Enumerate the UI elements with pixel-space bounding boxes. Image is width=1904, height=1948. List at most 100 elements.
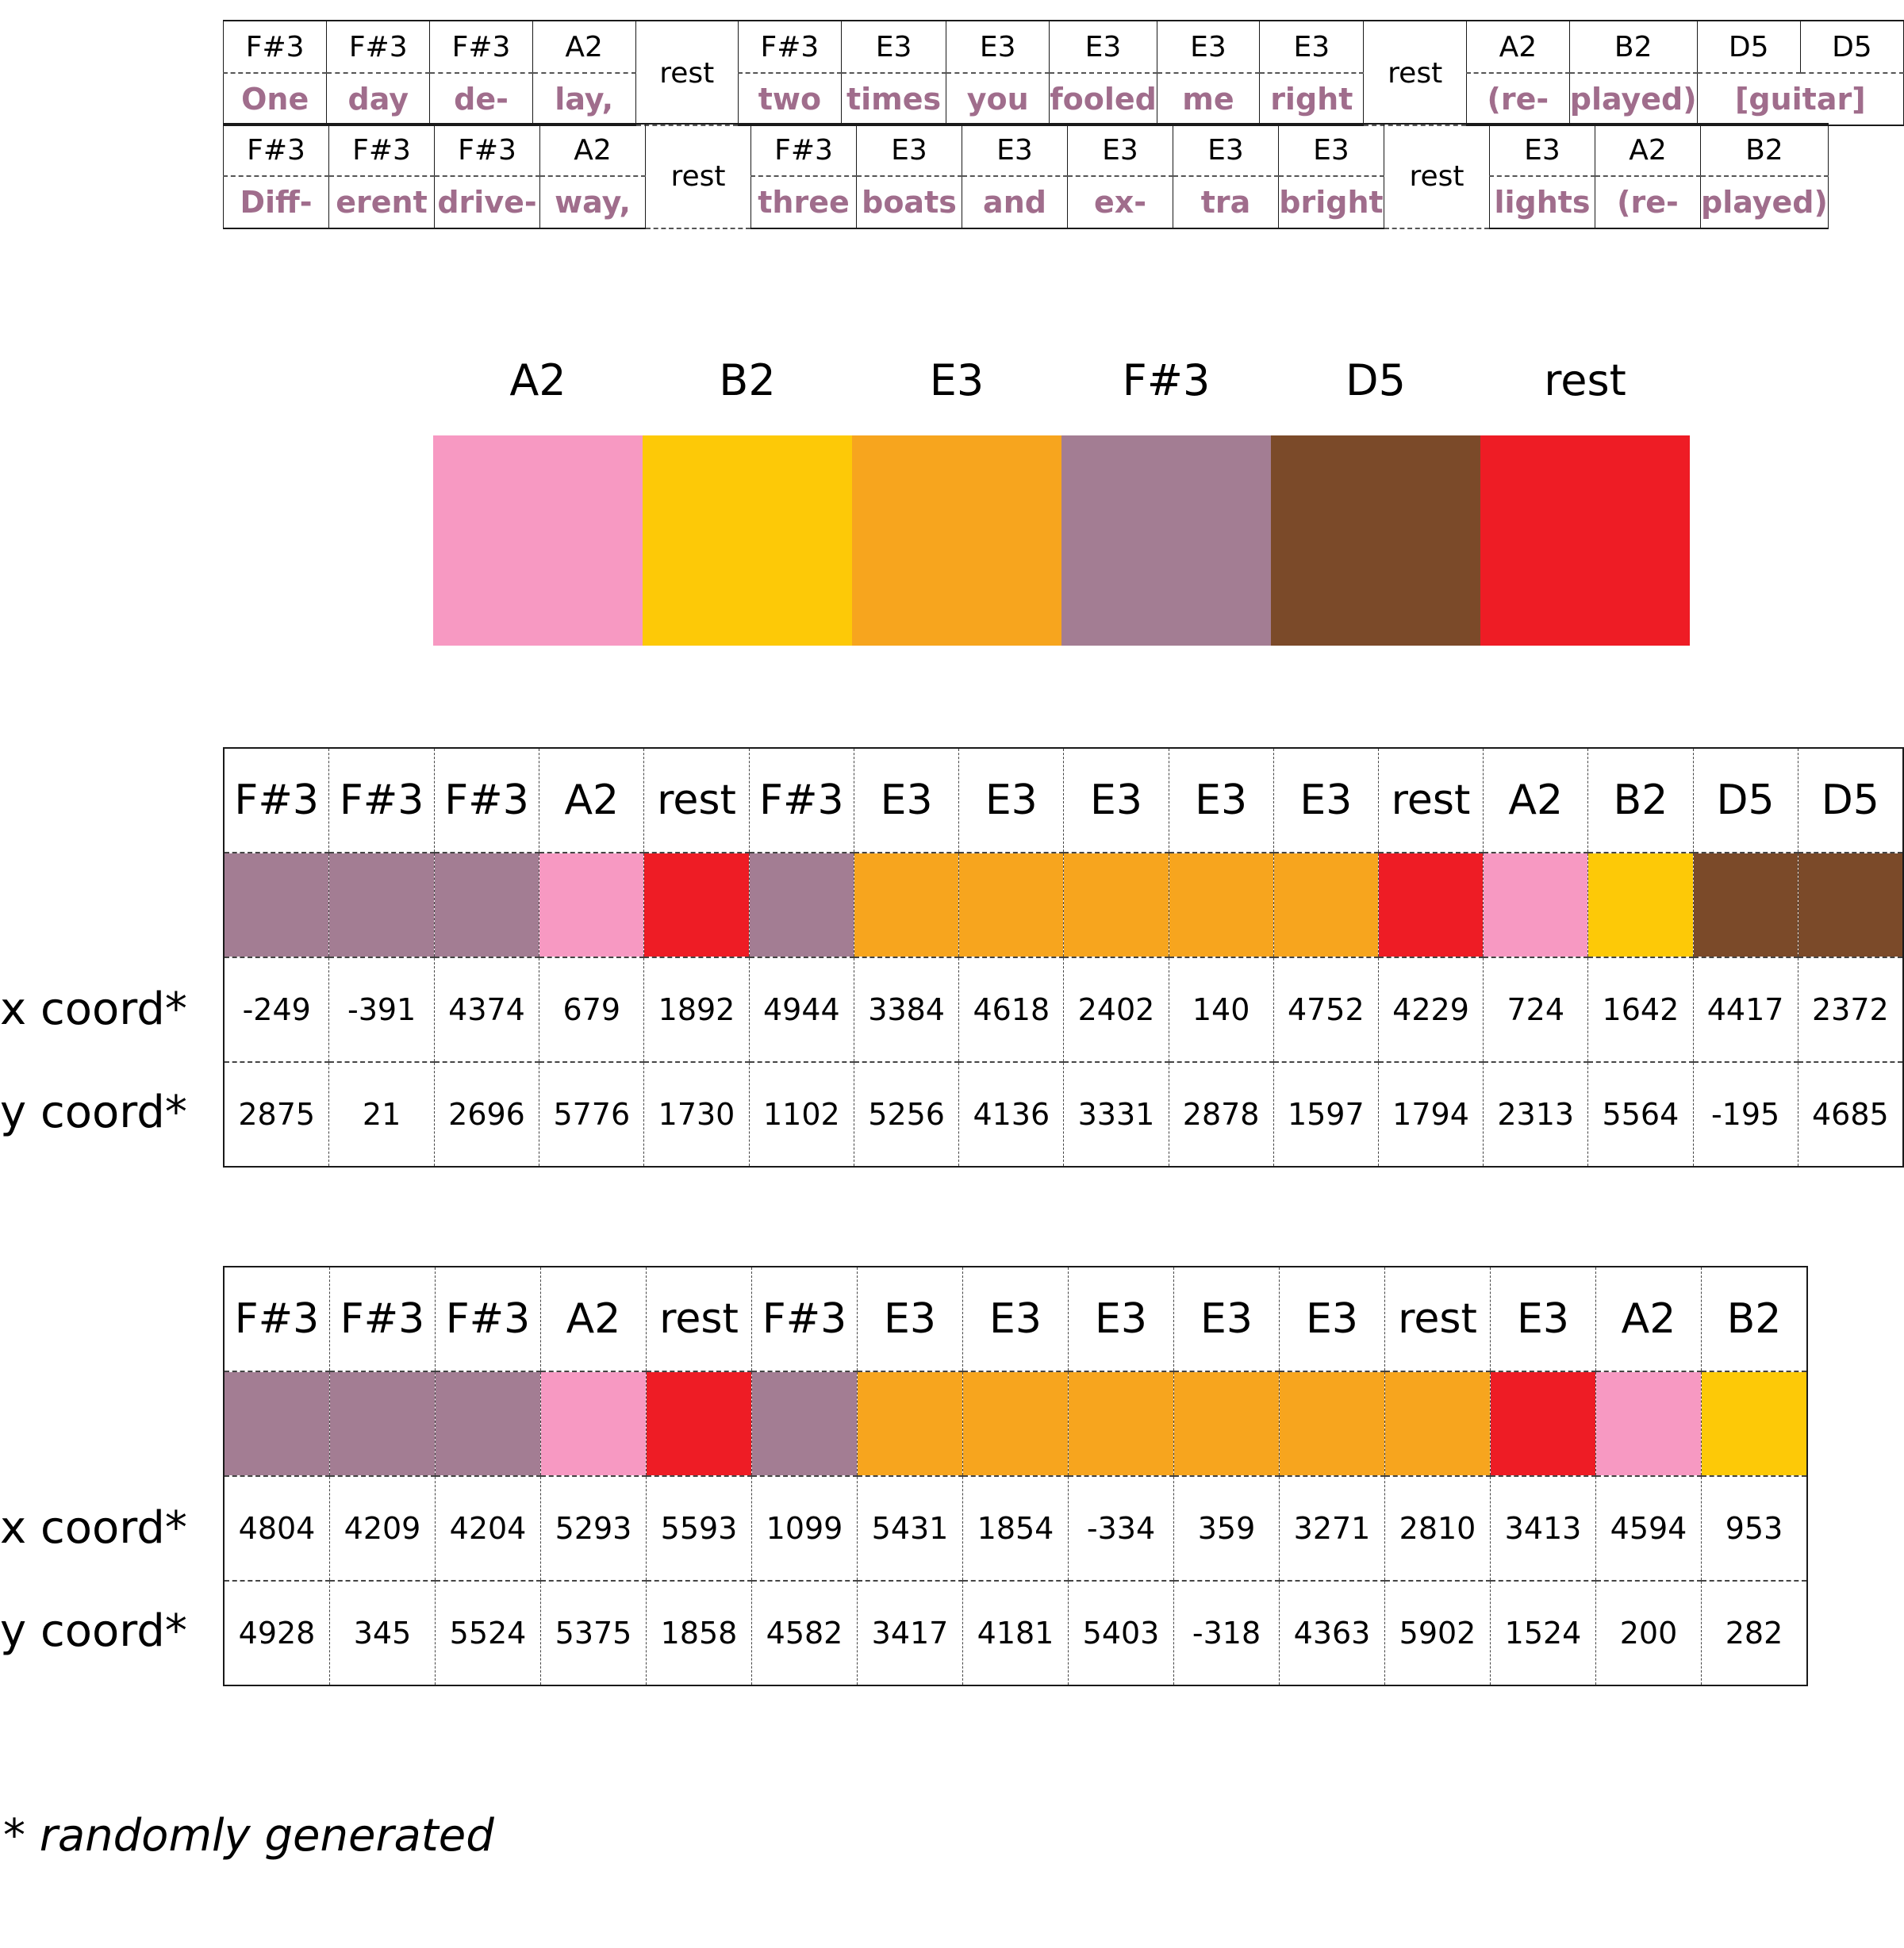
y-cell: 4363 — [1279, 1581, 1385, 1685]
legend-swatch-e3 — [852, 435, 1061, 646]
note-cell: A2 — [1595, 1267, 1702, 1372]
note-cell: D5 — [1692, 748, 1798, 853]
color-cell — [435, 1371, 541, 1477]
word-cell: me — [1156, 73, 1261, 126]
word-cell: ex- — [1067, 176, 1173, 229]
color-cell — [857, 1371, 963, 1477]
y-coord-row: 4928 345 5524 5375 1858 4582 3417 4181 5… — [223, 1581, 1808, 1685]
note-cell: E3 — [857, 1267, 963, 1372]
x-coord-row: 4804 4209 4204 5293 5593 1099 5431 1854 … — [223, 1476, 1808, 1582]
note-cell: F#3 — [748, 748, 855, 853]
legend-label-rest: rest — [1544, 355, 1626, 405]
color-cell — [958, 853, 1065, 958]
note-cell: rest — [1384, 1267, 1491, 1372]
x-cell: -391 — [328, 957, 435, 1063]
x-cell: 1099 — [751, 1476, 858, 1582]
y-coord-label: y coord* — [0, 1605, 187, 1657]
note-cell: A2 — [1483, 748, 1589, 853]
color-cell — [1168, 853, 1274, 958]
note-cell: E3 — [1156, 20, 1261, 74]
x-cell: 4944 — [748, 957, 855, 1063]
note-cell: E3 — [854, 748, 960, 853]
word-cell: times — [840, 73, 947, 126]
note-cell: E3 — [840, 20, 947, 74]
y-coord-row: 2875 21 2696 5776 1730 1102 5256 4136 33… — [223, 1062, 1904, 1167]
note-cell: F#3 — [326, 20, 431, 74]
color-cell — [1279, 1371, 1385, 1477]
color-cell — [748, 853, 855, 958]
y-cell: -318 — [1173, 1581, 1280, 1685]
word-cell: tra — [1173, 176, 1279, 229]
color-cell — [1173, 1371, 1280, 1477]
x-cell: 1854 — [962, 1476, 1069, 1582]
lyrics-word-row: One day de- lay, two times you fooled me… — [222, 73, 1904, 126]
word-cell: you — [946, 73, 1050, 126]
y-cell: 1730 — [643, 1062, 750, 1167]
note-cell: B2 — [1700, 123, 1829, 177]
rest-cell: rest — [635, 20, 739, 126]
x-cell: 953 — [1701, 1476, 1808, 1582]
note-cell: E3 — [1489, 123, 1595, 177]
lyrics-word-row: Diff- erent drive- way, three boats and … — [223, 176, 1829, 229]
note-cell: A2 — [1465, 20, 1570, 74]
x-cell: -249 — [223, 957, 330, 1063]
word-cell: Diff- — [223, 176, 329, 229]
y-cell: 345 — [329, 1581, 436, 1685]
legend-label-d5: D5 — [1345, 355, 1406, 405]
x-cell: -334 — [1068, 1476, 1174, 1582]
color-cell — [223, 1371, 330, 1477]
note-cell: F#3 — [433, 748, 540, 853]
lyrics-note-row: F#3 F#3 F#3 A2 rest F#3 E3 E3 E3 E3 E3 r… — [222, 20, 1904, 126]
note-cell: A2 — [540, 1267, 647, 1372]
y-cell: 2875 — [223, 1062, 330, 1167]
y-cell: 200 — [1595, 1581, 1702, 1685]
note-cell: D5 — [1696, 20, 1801, 74]
note-cell: rest — [643, 748, 750, 853]
x-cell: 4618 — [958, 957, 1065, 1063]
y-cell: 1597 — [1273, 1062, 1379, 1167]
note-cell: E3 — [1273, 748, 1379, 853]
word-cell: lights — [1489, 176, 1595, 229]
note-cell: F#3 — [223, 123, 329, 177]
color-cell — [646, 1371, 752, 1477]
x-cell: 359 — [1173, 1476, 1280, 1582]
legend-swatch-fsharp3 — [1061, 435, 1271, 646]
y-cell: 2313 — [1483, 1062, 1589, 1167]
color-cell — [962, 1371, 1069, 1477]
color-cell — [329, 1371, 436, 1477]
x-cell: 724 — [1483, 957, 1589, 1063]
word-cell: three — [750, 176, 857, 229]
note-cell: F#3 — [429, 20, 533, 74]
x-cell: 5593 — [646, 1476, 752, 1582]
word-cell: two — [737, 73, 842, 126]
note-cell: E3 — [1049, 20, 1157, 74]
note-cell: E3 — [1490, 1267, 1596, 1372]
legend-swatch-b2 — [643, 435, 852, 646]
word-cell: lay, — [532, 73, 636, 126]
x-cell: 4229 — [1377, 957, 1484, 1063]
notes-row: F#3 F#3 F#3 A2 rest F#3 E3 E3 E3 E3 E3 r… — [223, 748, 1904, 853]
word-cell: [guitar] — [1696, 73, 1904, 126]
y-cell: 5524 — [435, 1581, 541, 1685]
note-cell: E3 — [1259, 20, 1365, 74]
rest-cell: rest — [1363, 20, 1467, 126]
note-cell: E3 — [1168, 748, 1274, 853]
note-cell: E3 — [1279, 1267, 1385, 1372]
y-cell: 5564 — [1587, 1062, 1694, 1167]
note-cell: E3 — [962, 1267, 1069, 1372]
word-cell: right — [1259, 73, 1365, 126]
color-cell — [1483, 853, 1589, 958]
x-cell: 4417 — [1692, 957, 1798, 1063]
color-cell — [1701, 1371, 1808, 1477]
color-cell — [433, 853, 540, 958]
lyrics-table-2: F#3 F#3 F#3 A2 rest F#3 E3 E3 E3 E3 E3 r… — [223, 123, 1829, 229]
word-cell: played) — [1568, 73, 1698, 126]
color-cell — [854, 853, 960, 958]
note-cell: F#3 — [751, 1267, 858, 1372]
y-cell: 2696 — [433, 1062, 540, 1167]
legend-label-fsharp3: F#3 — [1122, 355, 1211, 405]
note-cell: F#3 — [329, 1267, 436, 1372]
note-cell: A2 — [1595, 123, 1701, 177]
color-cell — [1384, 1371, 1491, 1477]
x-cell: 4752 — [1273, 957, 1379, 1063]
